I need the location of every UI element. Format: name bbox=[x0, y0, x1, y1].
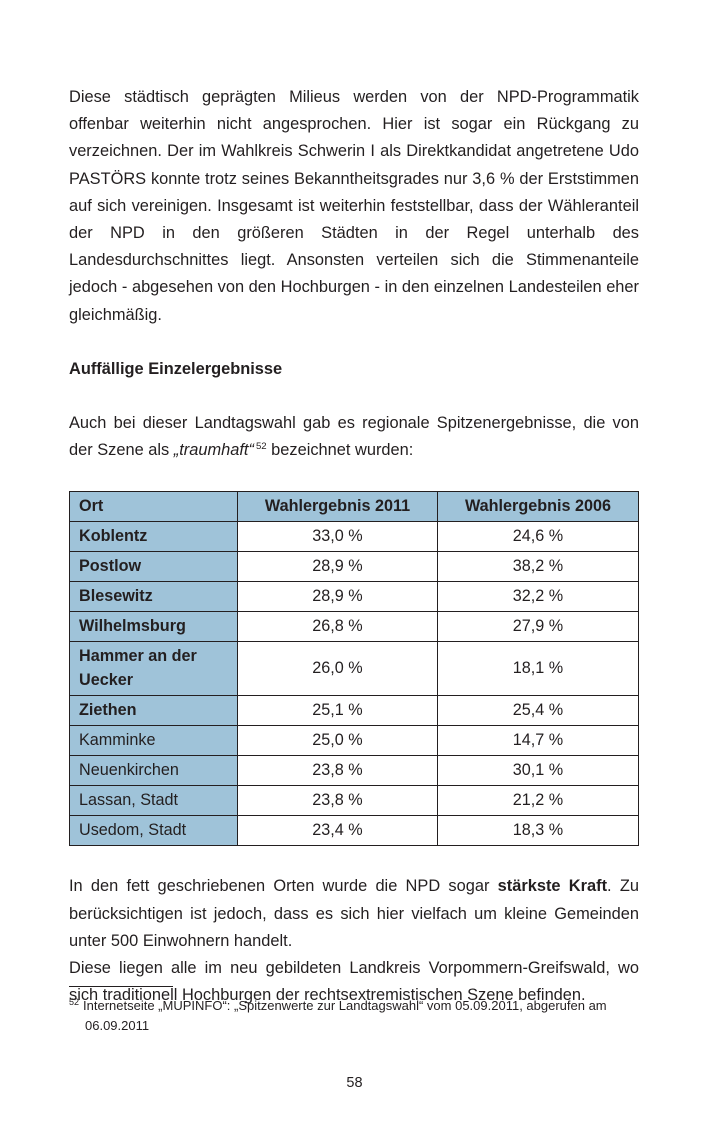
cell-result-2006: 18,3 % bbox=[437, 815, 639, 847]
cell-result-2011: 25,1 % bbox=[237, 695, 438, 727]
column-header-2006: Wahlergebnis 2006 bbox=[437, 491, 639, 523]
cell-result-2011: 23,4 % bbox=[237, 815, 438, 847]
table-header: Ort Wahlergebnis 2011 Wahlergebnis 2006 bbox=[69, 491, 639, 523]
table-row: Neuenkirchen 23,8 % 30,1 % bbox=[69, 755, 639, 787]
table-row: Blesewitz 28,9 % 32,2 % bbox=[69, 581, 639, 613]
table-row: Usedom, Stadt 23,4 % 18,3 % bbox=[69, 815, 639, 847]
emphasis-staerkste-kraft: stärkste Kraft bbox=[497, 877, 608, 896]
footnote-reference-52: 52 bbox=[255, 441, 267, 453]
footnote-number: 52 bbox=[69, 997, 80, 1007]
cell-ort: Blesewitz bbox=[69, 581, 238, 613]
paragraph-intro-table: Auch bei dieser Landtagswahl gab es regi… bbox=[69, 410, 639, 464]
cell-ort: Neuenkirchen bbox=[69, 755, 238, 787]
cell-result-2006: 14,7 % bbox=[437, 725, 639, 757]
cell-ort: Hammer an der Uecker bbox=[69, 641, 238, 697]
page-content: Diese städtisch geprägten Milieus werden… bbox=[69, 84, 639, 1009]
cell-result-2011: 26,0 % bbox=[237, 641, 438, 697]
cell-result-2006: 30,1 % bbox=[437, 755, 639, 787]
paragraph-intro: Diese städtisch geprägten Milieus werden… bbox=[69, 88, 639, 324]
cell-result-2011: 23,8 % bbox=[237, 785, 438, 817]
cell-ort: Postlow bbox=[69, 551, 238, 583]
spacer bbox=[69, 329, 639, 356]
cell-ort: Kamminke bbox=[69, 725, 238, 757]
spacer bbox=[69, 846, 639, 873]
cell-result-2011: 28,9 % bbox=[237, 581, 438, 613]
cell-ort: Koblentz bbox=[69, 521, 238, 553]
cell-result-2006: 24,6 % bbox=[437, 521, 639, 553]
table-row: Hammer an der Uecker 26,0 % 18,1 % bbox=[69, 641, 639, 697]
cell-ort: Ziethen bbox=[69, 695, 238, 727]
table-row: Postlow 28,9 % 38,2 % bbox=[69, 551, 639, 583]
cell-result-2011: 25,0 % bbox=[237, 725, 438, 757]
paragraph-text-trail: bezeichnet wurden: bbox=[266, 441, 414, 460]
cell-result-2006: 18,1 % bbox=[437, 641, 639, 697]
paragraph-closing: Diese liegen alle im neu gebildeten Land… bbox=[69, 959, 639, 1005]
table-row: Ziethen 25,1 % 25,4 % bbox=[69, 695, 639, 727]
cell-result-2006: 32,2 % bbox=[437, 581, 639, 613]
cell-ort: Usedom, Stadt bbox=[69, 815, 238, 847]
footnote-entry: 52 Internetseite „MUPINFO“: „Spitzenwerte… bbox=[69, 996, 639, 1036]
cell-result-2006: 27,9 % bbox=[437, 611, 639, 643]
paragraph-after-table: In den fett geschriebenen Orten wurde di… bbox=[69, 873, 639, 955]
table-row: Kamminke 25,0 % 14,7 % bbox=[69, 725, 639, 757]
table-row: Koblentz 33,0 % 24,6 % bbox=[69, 521, 639, 553]
cell-result-2011: 28,9 % bbox=[237, 551, 438, 583]
footnote-separator-rule bbox=[69, 986, 173, 987]
cell-ort: Wilhelmsburg bbox=[69, 611, 238, 643]
paragraph-text-lead: In den fett geschriebenen Orten wurde di… bbox=[69, 877, 498, 896]
cell-result-2006: 25,4 % bbox=[437, 695, 639, 727]
spacer bbox=[69, 383, 639, 410]
table-row: Lassan, Stadt 23,8 % 21,2 % bbox=[69, 785, 639, 817]
footnote-text: Internetseite „MUPINFO“: „Spitzenwerte z… bbox=[83, 998, 607, 1033]
paragraph-text-trail: . Zu berücksichtigen ist jedoch, dass es… bbox=[69, 877, 639, 950]
quoted-term-traumhaft: „traumhaft“ bbox=[173, 441, 254, 460]
cell-result-2011: 26,8 % bbox=[237, 611, 438, 643]
table-row: Wilhelmsburg 26,8 % 27,9 % bbox=[69, 611, 639, 643]
cell-ort: Lassan, Stadt bbox=[69, 785, 238, 817]
cell-result-2011: 23,8 % bbox=[237, 755, 438, 787]
results-table: Ort Wahlergebnis 2011 Wahlergebnis 2006 … bbox=[69, 491, 639, 847]
column-header-2011: Wahlergebnis 2011 bbox=[237, 491, 438, 523]
cell-result-2006: 21,2 % bbox=[437, 785, 639, 817]
table-header-row: Ort Wahlergebnis 2011 Wahlergebnis 2006 bbox=[69, 491, 639, 523]
paragraph-text-lead: Auch bei dieser Landtagswahl gab es regi… bbox=[69, 414, 639, 460]
section-heading: Auffällige Einzelergebnisse bbox=[69, 359, 283, 378]
column-header-ort: Ort bbox=[69, 491, 238, 523]
cell-result-2006: 38,2 % bbox=[437, 551, 639, 583]
footnote-area: 52 Internetseite „MUPINFO“: „Spitzenwerte… bbox=[69, 986, 639, 1036]
table-body: Koblentz 33,0 % 24,6 % Postlow 28,9 % 38,2 % B… bbox=[69, 521, 639, 847]
spacer bbox=[69, 464, 639, 491]
cell-result-2011: 33,0 % bbox=[237, 521, 438, 553]
page-number: 58 bbox=[346, 1075, 363, 1091]
